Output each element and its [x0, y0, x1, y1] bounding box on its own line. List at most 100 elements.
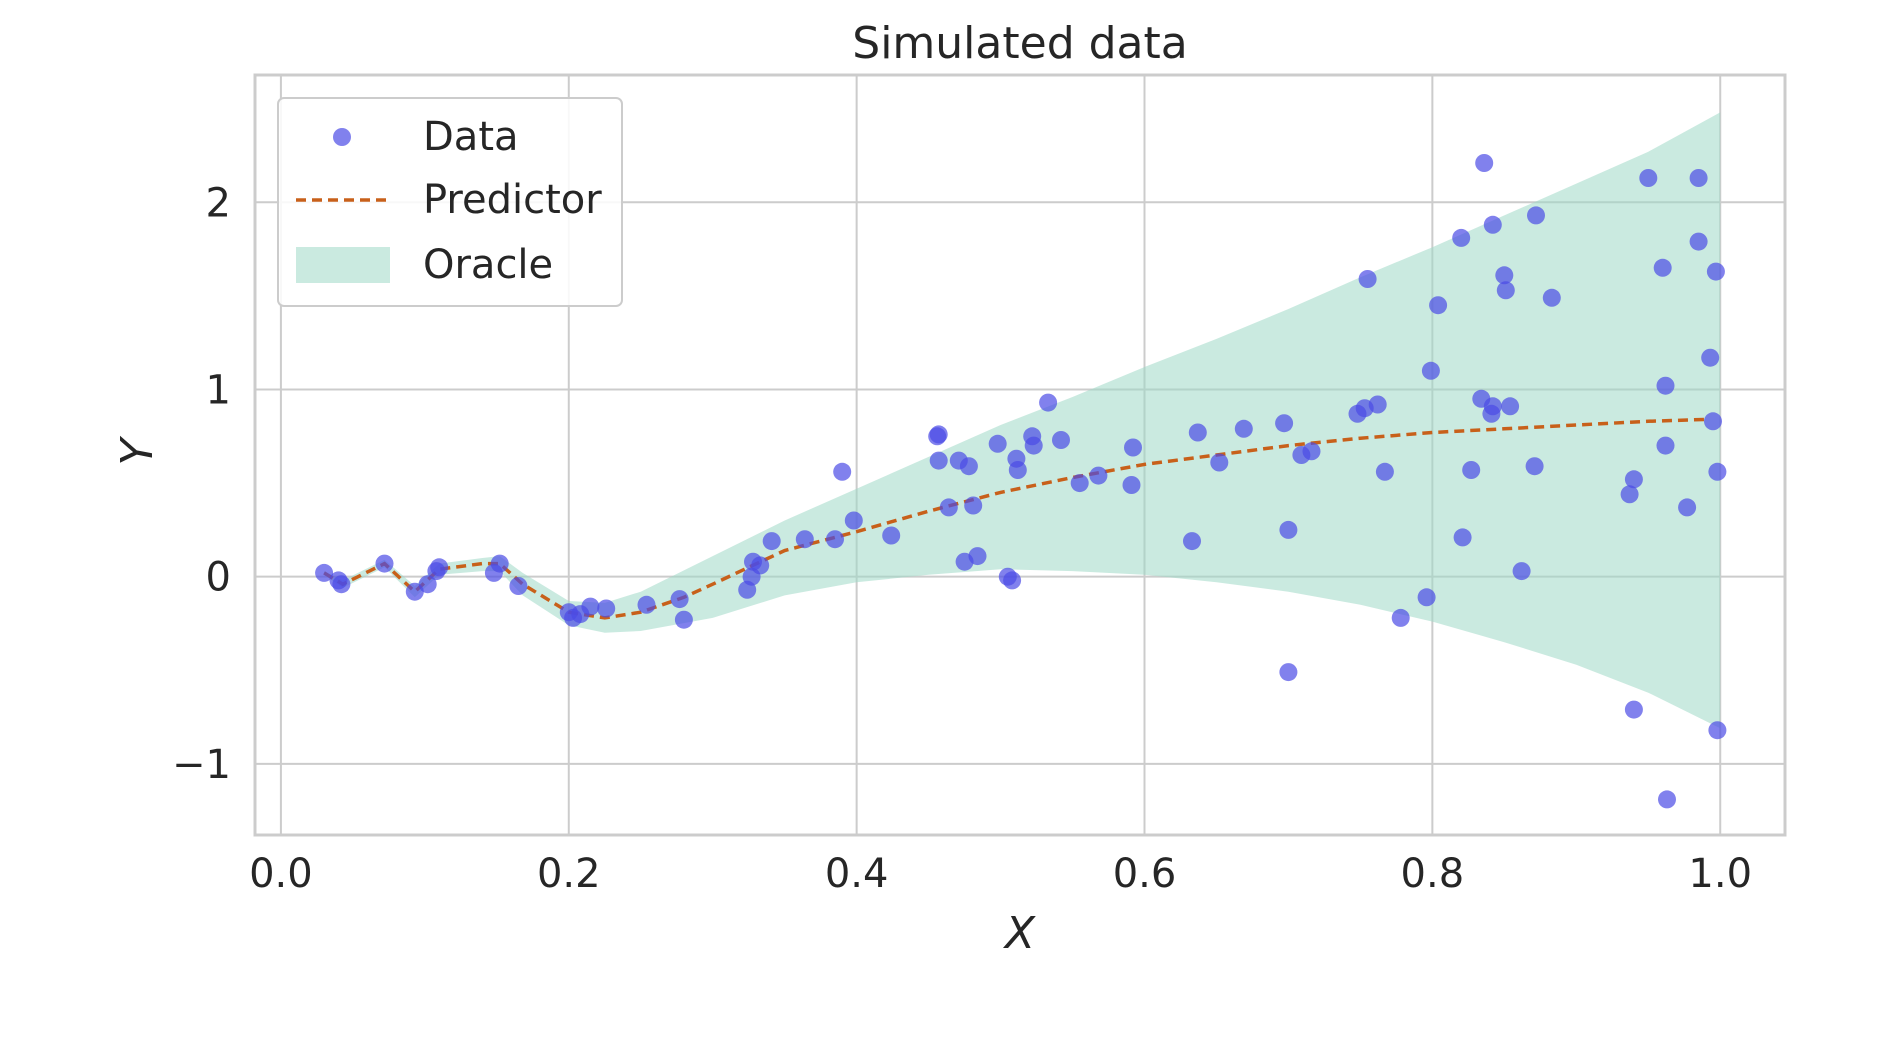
- data-point: [1358, 270, 1377, 288]
- data-point: [1375, 462, 1394, 481]
- data-point: [929, 451, 948, 470]
- data-point: [1008, 461, 1027, 479]
- x-tick-label: 1.0: [1688, 851, 1752, 897]
- predictor-line-group: [323, 417, 1706, 620]
- x-tick-label: 0.6: [1113, 851, 1177, 897]
- data-point: [1624, 470, 1643, 489]
- y-tick-label: 2: [206, 180, 231, 226]
- y-axis-label: Y: [112, 435, 163, 465]
- data-point: [1039, 393, 1058, 412]
- data-point: [988, 434, 1007, 453]
- legend-label-data: Data: [423, 114, 519, 160]
- legend-data-marker: [333, 128, 351, 146]
- data-point: [826, 530, 844, 549]
- data-point: [581, 597, 600, 616]
- data-point: [1089, 466, 1108, 485]
- data-point: [430, 558, 449, 577]
- data-point: [1701, 348, 1720, 367]
- data-point: [1656, 376, 1675, 395]
- data-point: [1024, 436, 1043, 455]
- data-point: [882, 526, 901, 545]
- data-point: [490, 554, 509, 573]
- data-point: [1483, 215, 1502, 234]
- x-axis-label: X: [1003, 908, 1036, 959]
- data-point: [1639, 169, 1658, 187]
- data-point: [1658, 790, 1676, 809]
- data-point: [1706, 262, 1725, 281]
- data-point: [844, 511, 863, 530]
- x-tick-label: 0.8: [1401, 851, 1465, 897]
- oracle-band-group: [324, 112, 1721, 729]
- y-tick-labels: −1 0 1 2: [172, 180, 231, 788]
- data-point: [833, 462, 852, 481]
- data-point: [1003, 571, 1022, 590]
- data-point: [1475, 154, 1494, 172]
- data-point: [762, 532, 781, 551]
- data-point: [1542, 288, 1561, 307]
- data-point: [674, 610, 693, 629]
- data-point: [751, 556, 770, 575]
- data-point: [332, 575, 351, 594]
- data-point: [1452, 228, 1471, 247]
- data-point: [1653, 258, 1672, 277]
- data-point: [1689, 232, 1708, 251]
- data-point: [1678, 498, 1697, 517]
- data-point: [1429, 296, 1448, 315]
- data-point: [795, 530, 814, 549]
- data-point: [597, 599, 616, 618]
- y-tick-label: 1: [206, 367, 231, 413]
- data-point: [1391, 608, 1410, 627]
- legend-label-oracle: Oracle: [423, 242, 553, 288]
- data-point: [1234, 419, 1253, 438]
- data-point: [1495, 266, 1514, 285]
- data-point: [1302, 442, 1321, 461]
- y-tick-label: 0: [206, 555, 231, 601]
- chart-title: Simulated data: [852, 18, 1187, 69]
- data-point: [929, 425, 948, 444]
- legend-oracle-swatch: [296, 247, 390, 283]
- data-point: [1496, 281, 1515, 300]
- data-point: [1122, 476, 1141, 494]
- data-point: [1525, 457, 1544, 476]
- data-point: [1462, 461, 1481, 479]
- data-point: [637, 595, 656, 614]
- data-point: [1501, 397, 1520, 416]
- data-point: [1188, 423, 1207, 442]
- data-point: [1279, 663, 1298, 682]
- data-point: [1124, 438, 1142, 457]
- data-point: [1368, 395, 1387, 414]
- data-point: [939, 498, 958, 517]
- data-point: [375, 554, 394, 573]
- x-tick-label: 0.0: [249, 851, 313, 897]
- x-tick-labels: 0.0 0.2 0.4 0.6 0.8 1.0: [249, 851, 1752, 897]
- data-point: [1279, 520, 1298, 539]
- data-point: [1183, 532, 1201, 551]
- data-point: [1708, 462, 1727, 481]
- predictor-line: [323, 417, 1706, 620]
- data-points-group: [315, 154, 1727, 809]
- data-point: [1483, 397, 1502, 416]
- data-point: [964, 496, 983, 515]
- data-point: [1656, 436, 1675, 455]
- data-point: [1210, 453, 1229, 472]
- data-point: [1620, 485, 1639, 504]
- y-tick-label: −1: [172, 742, 231, 788]
- data-point: [509, 577, 528, 595]
- data-point: [1052, 431, 1070, 449]
- legend: Data Predictor Oracle: [277, 97, 623, 307]
- data-point: [1704, 412, 1722, 431]
- data-point: [670, 590, 689, 609]
- data-point: [1689, 169, 1708, 187]
- data-point: [1421, 361, 1440, 380]
- data-point: [418, 575, 437, 594]
- oracle-band: [324, 112, 1721, 729]
- data-point: [1417, 588, 1436, 607]
- data-point: [315, 563, 334, 582]
- data-point: [1453, 528, 1472, 547]
- legend-label-predictor: Predictor: [423, 177, 602, 223]
- data-point: [968, 547, 987, 566]
- x-tick-label: 0.4: [825, 851, 889, 897]
- data-point: [1275, 414, 1294, 433]
- data-point: [1512, 562, 1531, 581]
